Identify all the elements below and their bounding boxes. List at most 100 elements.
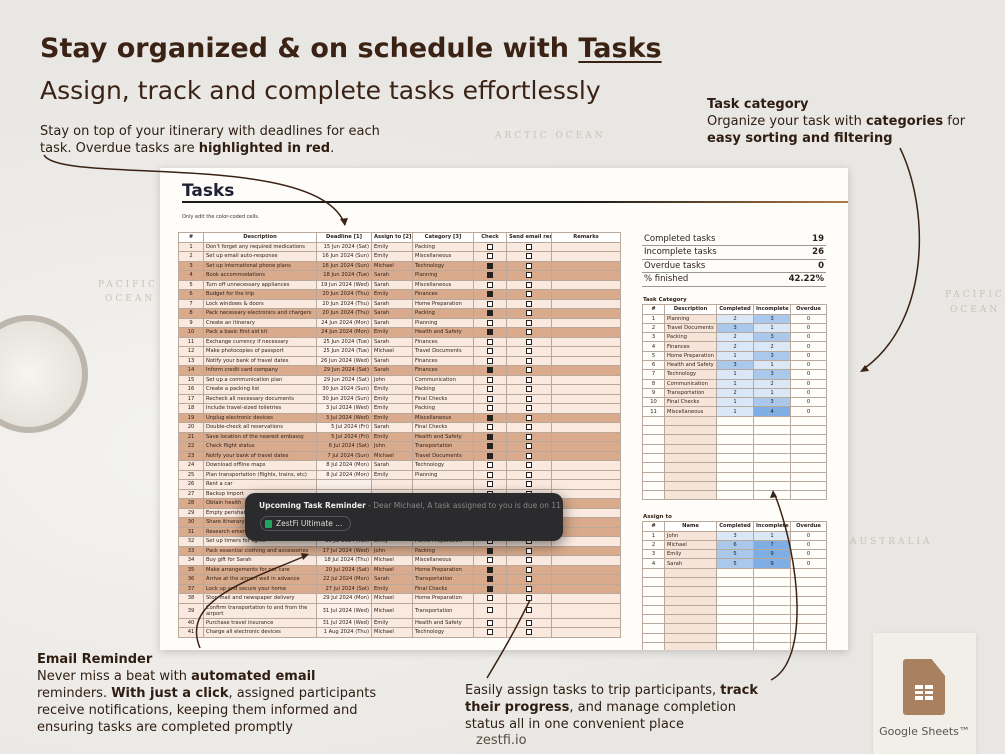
- email-reminder-checkbox[interactable]: [526, 595, 532, 601]
- task-description[interactable]: Double-check all reservations: [203, 422, 317, 433]
- notification-source-chip[interactable]: ZestFi Ultimate ...: [260, 516, 352, 531]
- remarks-cell[interactable]: [551, 298, 621, 309]
- task-category[interactable]: Packing: [412, 241, 474, 252]
- email-reminder-checkbox[interactable]: [526, 262, 532, 269]
- check-checkbox[interactable]: [487, 281, 493, 288]
- email-reminder-checkbox[interactable]: [526, 414, 532, 421]
- task-deadline[interactable]: 22 Jul 2024 (Mon): [316, 574, 372, 585]
- check-checkbox[interactable]: [487, 253, 493, 259]
- task-assignee[interactable]: Emily: [371, 384, 413, 395]
- email-reminder-checkbox[interactable]: [526, 405, 532, 411]
- task-category[interactable]: Transportation: [412, 574, 474, 585]
- task-description[interactable]: Set up international phone plans: [203, 260, 317, 271]
- task-description[interactable]: Don't forget any required medications: [203, 241, 317, 252]
- remarks-cell[interactable]: [551, 384, 621, 395]
- check-checkbox[interactable]: [487, 243, 493, 250]
- task-description[interactable]: Set up email auto-response: [203, 251, 317, 262]
- task-description[interactable]: Lock up and secure your home: [203, 583, 317, 594]
- task-description[interactable]: Buy gift for Sarah: [203, 555, 317, 566]
- task-deadline[interactable]: 1 Aug 2024 (Thu): [316, 627, 372, 638]
- remarks-cell[interactable]: [551, 374, 621, 385]
- task-deadline[interactable]: 24 Jun 2024 (Mon): [316, 327, 372, 338]
- email-reminder-checkbox[interactable]: [526, 607, 532, 614]
- task-assignee[interactable]: Sarah: [371, 279, 413, 290]
- remarks-cell[interactable]: [551, 536, 621, 547]
- task-description[interactable]: Unplug electronic devices: [203, 412, 317, 423]
- task-assignee[interactable]: Emily: [371, 583, 413, 594]
- task-deadline[interactable]: 31 Jul 2024 (Wed): [316, 602, 372, 619]
- check-checkbox[interactable]: [487, 481, 493, 487]
- remarks-cell[interactable]: [551, 251, 621, 262]
- check-checkbox[interactable]: [487, 338, 493, 345]
- task-description[interactable]: Exchange currency if necessary: [203, 336, 317, 347]
- task-deadline[interactable]: 15 Jun 2024 (Sat): [316, 241, 372, 252]
- task-category[interactable]: Packing: [412, 308, 474, 319]
- email-reminder-checkbox[interactable]: [526, 462, 532, 468]
- task-assignee[interactable]: [371, 479, 413, 490]
- remarks-cell[interactable]: [551, 412, 621, 423]
- task-deadline[interactable]: 29 Jun 2024 (Sat): [316, 374, 372, 385]
- check-checkbox[interactable]: [487, 262, 493, 269]
- task-deadline[interactable]: 25 Jun 2024 (Tue): [316, 336, 372, 347]
- task-description[interactable]: Purchase travel insurance: [203, 617, 317, 628]
- email-reminder-checkbox[interactable]: [526, 348, 532, 354]
- task-category[interactable]: Communication: [412, 374, 474, 385]
- email-reminder-checkbox[interactable]: [526, 576, 532, 582]
- check-checkbox[interactable]: [487, 272, 493, 278]
- email-reminder-checkbox[interactable]: [526, 424, 532, 430]
- task-deadline[interactable]: 16 Jun 2024 (Sun): [316, 251, 372, 262]
- check-checkbox[interactable]: [487, 386, 493, 392]
- check-checkbox[interactable]: [487, 433, 493, 440]
- task-assignee[interactable]: Sarah: [371, 355, 413, 366]
- task-assignee[interactable]: Emily: [371, 393, 413, 404]
- task-assignee[interactable]: Emily: [371, 241, 413, 252]
- task-category[interactable]: Final Checks: [412, 583, 474, 594]
- check-checkbox[interactable]: [487, 291, 493, 297]
- email-reminder-checkbox[interactable]: [526, 376, 532, 383]
- task-assignee[interactable]: Sarah: [371, 298, 413, 309]
- check-checkbox[interactable]: [487, 357, 493, 364]
- task-deadline[interactable]: 8 Jul 2024 (Mon): [316, 460, 372, 471]
- task-description[interactable]: Download offline maps: [203, 460, 317, 471]
- check-checkbox[interactable]: [487, 462, 493, 468]
- remarks-cell[interactable]: [551, 574, 621, 585]
- email-reminder-checkbox[interactable]: [526, 243, 532, 250]
- email-reminder-checkbox[interactable]: [526, 557, 532, 563]
- task-description[interactable]: Notify your bank of travel dates: [203, 355, 317, 366]
- task-category[interactable]: Packing: [412, 403, 474, 414]
- check-checkbox[interactable]: [487, 395, 493, 402]
- check-checkbox[interactable]: [487, 367, 493, 373]
- task-deadline[interactable]: 29 Jun 2024 (Sat): [316, 365, 372, 376]
- email-reminder-checkbox[interactable]: [526, 443, 532, 449]
- task-deadline[interactable]: 19 Jun 2024 (Wed): [316, 279, 372, 290]
- task-deadline[interactable]: 20 Jun 2024 (Thu): [316, 308, 372, 319]
- remarks-cell[interactable]: [551, 317, 621, 328]
- task-deadline[interactable]: 30 Jun 2024 (Sun): [316, 393, 372, 404]
- task-category[interactable]: Home Preparation: [412, 564, 474, 575]
- site-url[interactable]: zestfi.io: [476, 733, 527, 748]
- task-deadline[interactable]: 18 Jul 2024 (Thu): [316, 555, 372, 566]
- task-assignee[interactable]: Michael: [371, 627, 413, 638]
- task-description[interactable]: Check flight status: [203, 441, 317, 452]
- task-description[interactable]: Pack a basic first aid kit: [203, 327, 317, 338]
- task-description[interactable]: Set up a communication plan: [203, 374, 317, 385]
- task-assignee[interactable]: Emily: [371, 431, 413, 442]
- email-reminder-checkbox[interactable]: [526, 319, 532, 326]
- task-description[interactable]: Turn off unnecessary appliances: [203, 279, 317, 290]
- check-checkbox[interactable]: [487, 329, 493, 335]
- task-assignee[interactable]: Emily: [371, 289, 413, 300]
- remarks-cell[interactable]: [551, 450, 621, 461]
- remarks-cell[interactable]: [551, 289, 621, 300]
- task-assignee[interactable]: Sarah: [371, 336, 413, 347]
- task-category[interactable]: Final Checks: [412, 393, 474, 404]
- task-category[interactable]: Finances: [412, 355, 474, 366]
- remarks-cell[interactable]: [551, 602, 621, 619]
- check-checkbox[interactable]: [487, 547, 493, 554]
- task-deadline[interactable]: 31 Jul 2024 (Wed): [316, 617, 372, 628]
- task-category[interactable]: Transportation: [412, 602, 474, 619]
- task-assignee[interactable]: Michael: [371, 555, 413, 566]
- remarks-cell[interactable]: [551, 422, 621, 433]
- task-category[interactable]: Miscellaneous: [412, 251, 474, 262]
- check-checkbox[interactable]: [487, 424, 493, 430]
- task-assignee[interactable]: Emily: [371, 469, 413, 480]
